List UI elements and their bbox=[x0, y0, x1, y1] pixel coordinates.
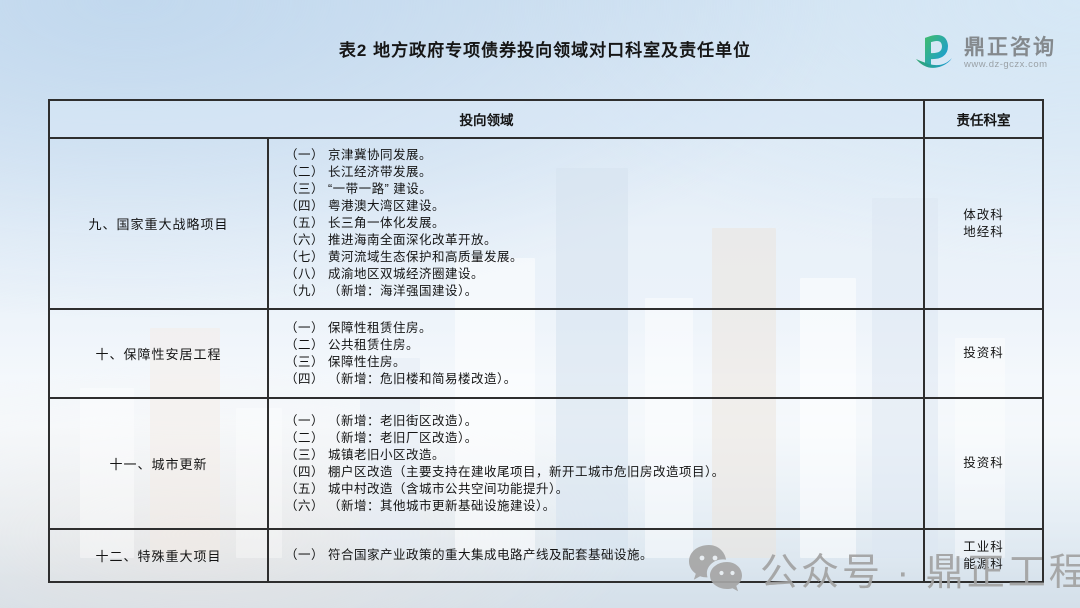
category-cell: 十一、城市更新 bbox=[48, 397, 269, 530]
dept-cell: 投资科 bbox=[923, 308, 1044, 399]
dept-line: 能源科 bbox=[963, 556, 1004, 571]
brand-name: 鼎正咨询 bbox=[964, 35, 1056, 59]
item-line: （六） （新增：其他城市更新基础设施建设）。 bbox=[285, 498, 556, 513]
category-cell: 十、保障性安居工程 bbox=[48, 308, 269, 399]
dept-line: 投资科 bbox=[963, 346, 1004, 360]
dept-cell: 投资科 bbox=[923, 397, 1044, 530]
item-line: （三） 保障性住房。 bbox=[285, 354, 406, 369]
table-row-special-major-projects: 十二、特殊重大项目 （一） 符合国家产业政策的重大集成电路产线及配套基础设施。 … bbox=[48, 528, 1044, 583]
table-row-affordable-housing: 十、保障性安居工程 （一） 保障性租赁住房。 （二） 公共租赁住房。 （三） 保… bbox=[48, 308, 1044, 399]
item-line: （一） 京津冀协同发展。 bbox=[285, 148, 432, 162]
col-header-responsible-dept: 责任科室 bbox=[923, 99, 1044, 139]
item-line: （一） 保障性租赁住房。 bbox=[285, 320, 432, 335]
dept-line: 工业科 bbox=[963, 539, 1004, 554]
items-cell: （一） （新增：老旧街区改造）。 （二） （新增：老旧厂区改造）。 （三） 城镇… bbox=[267, 397, 925, 530]
items-cell: （一） 符合国家产业政策的重大集成电路产线及配套基础设施。 bbox=[267, 528, 925, 583]
item-line: （四） 粤港澳大湾区建设。 bbox=[285, 199, 445, 213]
item-line: （九） （新增：海洋强国建设）。 bbox=[285, 284, 478, 298]
item-line: （三） 城镇老旧小区改造。 bbox=[285, 447, 445, 462]
item-line: （四） 棚户区改造（主要支持在建收尾项目，新开工城市危旧房改造项目）。 bbox=[285, 464, 725, 479]
category-cell: 九、国家重大战略项目 bbox=[48, 137, 269, 310]
item-line: （七） 黄河流域生态保护和高质量发展。 bbox=[285, 250, 523, 264]
brand-text-block: 鼎正咨询 www.dz-gczx.com bbox=[964, 35, 1056, 70]
col-header-investment-area: 投向领域 bbox=[48, 99, 925, 139]
items-cell: （一） 保障性租赁住房。 （二） 公共租赁住房。 （三） 保障性住房。 （四） … bbox=[267, 308, 925, 399]
brand-logo: 鼎正咨询 www.dz-gczx.com bbox=[911, 30, 1056, 76]
item-line: （二） 公共租赁住房。 bbox=[285, 337, 419, 352]
item-line: （五） 长三角一体化发展。 bbox=[285, 216, 445, 230]
brand-url: www.dz-gczx.com bbox=[964, 58, 1048, 70]
item-line: （二） （新增：老旧厂区改造）。 bbox=[285, 430, 478, 445]
dept-line: 投资科 bbox=[963, 456, 1004, 470]
dept-line: 体改科 bbox=[963, 207, 1004, 222]
item-line: （六） 推进海南全面深化改革开放。 bbox=[285, 233, 497, 247]
item-line: （一） （新增：老旧街区改造）。 bbox=[285, 413, 478, 428]
wechat-icon bbox=[689, 544, 742, 591]
dingzheng-d-swoosh-icon bbox=[916, 35, 952, 68]
item-line: （一） 符合国家产业政策的重大集成电路产线及配套基础设施。 bbox=[285, 548, 653, 562]
dept-line: 地经科 bbox=[963, 224, 1004, 239]
table-row-urban-renewal: 十一、城市更新 （一） （新增：老旧街区改造）。 （二） （新增：老旧厂区改造）… bbox=[48, 397, 1044, 530]
watermark: 公众号 · 鼎正工程咨询 bbox=[688, 541, 1080, 596]
item-line: （八） 成渝地区双城经济圈建设。 bbox=[285, 267, 484, 281]
page-title: 表2 地方政府专项债券投向领域对口科室及责任单位 bbox=[338, 41, 752, 60]
category-cell: 十二、特殊重大项目 bbox=[48, 528, 269, 583]
item-line: （三） “一带一路” 建设。 bbox=[285, 182, 433, 196]
item-line: （五） 城中村改造（含城市公共空间功能提升）。 bbox=[285, 481, 569, 496]
item-line: （四） （新增：危旧楼和简易楼改造）。 bbox=[285, 371, 517, 386]
header-row: 投向领域 责任科室 bbox=[48, 99, 1044, 139]
bond-areas-table: 投向领域 责任科室 九、国家重大战略项目 （一） 京津冀协同发展。 （二） 长江… bbox=[48, 99, 1044, 583]
table-row-national-strategy: 九、国家重大战略项目 （一） 京津冀协同发展。 （二） 长江经济带发展。 （三）… bbox=[48, 137, 1044, 310]
dept-cell: 体改科 地经科 bbox=[923, 137, 1044, 310]
dept-cell: 工业科 能源科 bbox=[923, 528, 1044, 583]
items-cell: （一） 京津冀协同发展。 （二） 长江经济带发展。 （三） “一带一路” 建设。… bbox=[267, 137, 925, 310]
watermark-text: 公众号 · 鼎正工程咨询 bbox=[760, 552, 1080, 594]
item-line: （二） 长江经济带发展。 bbox=[285, 165, 432, 179]
